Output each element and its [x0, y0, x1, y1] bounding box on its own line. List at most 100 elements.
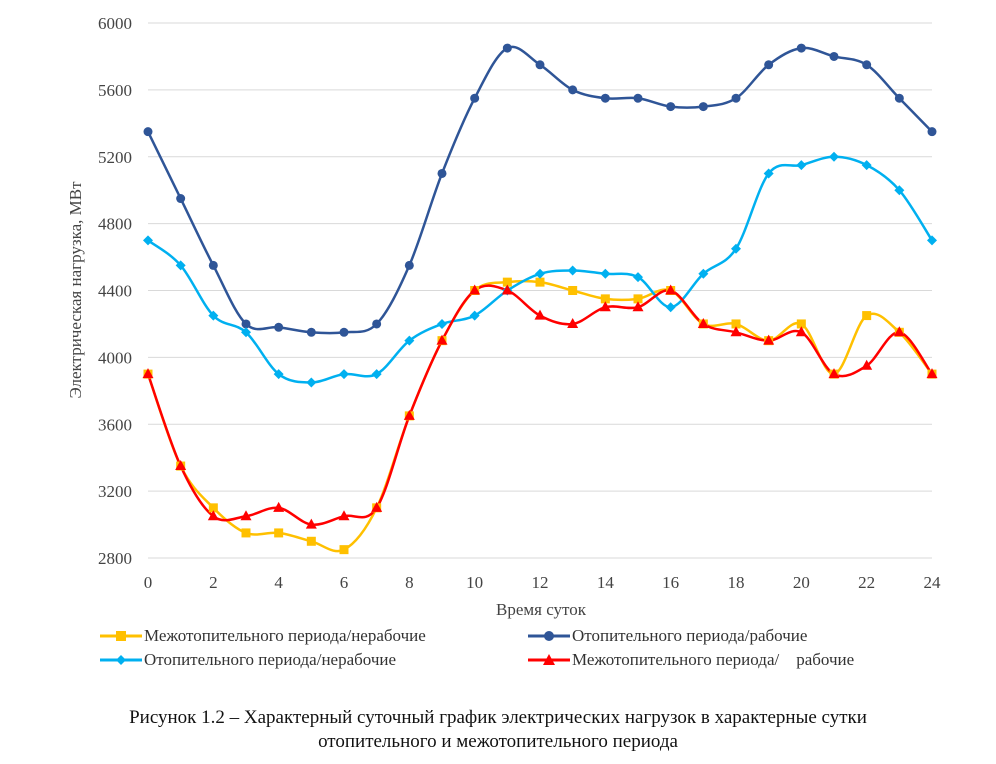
series-2-point-18 — [731, 243, 741, 254]
y-tick-label-7: 5600 — [98, 81, 132, 100]
series-3-point-17 — [697, 317, 709, 328]
x-tick-label-5: 10 — [466, 573, 483, 592]
series-2-point-20 — [796, 160, 807, 171]
legend-swatch-2 — [100, 655, 142, 665]
series-2-point-15 — [633, 272, 643, 283]
series-3-point-0 — [142, 368, 154, 379]
series-3-point-15 — [632, 301, 644, 312]
legend-item-3: Межотопительного периода/ рабочие — [528, 650, 854, 670]
series-1-point-13 — [568, 85, 578, 95]
x-tick-label-6: 12 — [532, 573, 549, 592]
series-2-point-24 — [927, 235, 937, 246]
series-0-point-20 — [796, 319, 806, 329]
series-2-point-2 — [208, 310, 219, 321]
series-2-point-19 — [763, 168, 774, 179]
series-3-point-21 — [828, 368, 840, 379]
caption-line-2: отопительного и межотопительного периода — [318, 731, 678, 752]
y-tick-label-3: 4000 — [98, 348, 132, 367]
series-3-point-23 — [893, 326, 905, 337]
x-tick-label-11: 22 — [858, 573, 875, 592]
series-2-point-12 — [535, 268, 545, 279]
series-1-point-8 — [404, 260, 414, 270]
series-1-point-3 — [241, 319, 251, 329]
x-tick-label-1: 2 — [209, 573, 218, 592]
series-0-point-13 — [568, 286, 578, 295]
series-1-point-23 — [894, 93, 904, 103]
series-2-point-21 — [829, 151, 839, 162]
series-3-point-11 — [501, 284, 513, 295]
series-3-point-13 — [567, 317, 579, 328]
legend-swatch-0 — [100, 631, 142, 641]
legend-label-1: Отопительного периода/рабочие — [572, 626, 808, 645]
y-tick-label-6: 5200 — [98, 148, 132, 167]
series-1-point-7 — [372, 319, 382, 329]
series-0-point-2 — [208, 503, 218, 513]
series-2-point-22 — [861, 160, 872, 171]
series-2-point-9 — [437, 318, 447, 329]
series-1-point-6 — [339, 327, 349, 337]
series-1-point-12 — [535, 60, 545, 70]
x-tick-label-0: 0 — [144, 573, 153, 592]
legend-label-2: Отопительного периода/нерабочие — [144, 650, 397, 669]
grid-lines — [148, 22, 932, 559]
series-1-point-17 — [698, 102, 708, 112]
series-2-point-13 — [567, 265, 578, 276]
x-tick-labels: 0 2 4 6 8 10 12 14 16 18 20 22 24 — [144, 573, 941, 592]
legend-item-1: Отопительного периода/рабочие — [528, 626, 807, 646]
y-axis-title: Электрическая нагрузка, МВт — [66, 181, 85, 399]
figure-caption: Рисунок 1.2 – Характерный суточный графи… — [0, 706, 996, 754]
series-3-point-16 — [665, 284, 677, 295]
series-1-point-2 — [208, 260, 218, 270]
series-2-point-4 — [273, 369, 284, 380]
x-tick-label-9: 18 — [728, 573, 745, 592]
series-1-point-9 — [437, 168, 447, 178]
series-1-point-21 — [829, 51, 839, 61]
x-tick-label-8: 16 — [662, 573, 679, 592]
legend-label-3: Межотопительного периода/ рабочие — [572, 650, 855, 669]
series-1-point-22 — [862, 60, 872, 70]
series-3-point-24 — [926, 368, 938, 379]
series-3-point-1 — [175, 460, 187, 471]
series-3-point-9 — [436, 334, 448, 345]
series-2-point-16 — [665, 302, 676, 313]
x-tick-label-4: 8 — [405, 573, 414, 592]
x-tick-label-12: 24 — [924, 573, 942, 592]
series-markers — [142, 43, 938, 555]
series-0-point-5 — [306, 536, 316, 546]
legend-item-2: Отопительного периода/нерабочие — [100, 650, 396, 670]
series-1-point-18 — [731, 93, 741, 103]
series-0-point-15 — [633, 294, 643, 304]
series-1-point-1 — [176, 194, 186, 204]
series-1-point-16 — [666, 102, 676, 112]
series-2-point-5 — [306, 377, 317, 388]
y-tick-label-5: 4800 — [98, 215, 132, 234]
x-tick-label-2: 4 — [274, 573, 283, 592]
series-3-point-8 — [403, 409, 415, 420]
series-3-point-14 — [599, 301, 611, 312]
series-2-point-14 — [600, 268, 611, 279]
y-tick-label-8: 6000 — [98, 14, 132, 33]
series-0-point-3 — [241, 528, 251, 538]
caption-line-1: Рисунок 1.2 – Характерный суточный графи… — [129, 707, 867, 728]
series-2-point-3 — [241, 327, 251, 338]
series-2-point-0 — [143, 235, 153, 246]
series-3-point-12 — [534, 309, 546, 320]
series-3-point-6 — [338, 510, 350, 521]
legend-swatch-3 — [528, 654, 570, 665]
series-3-point-4 — [273, 501, 285, 512]
series-1-point-14 — [600, 93, 610, 103]
y-tick-label-2: 3600 — [98, 415, 132, 434]
x-tick-label-3: 6 — [340, 573, 349, 592]
legend-swatch-1 — [528, 631, 570, 641]
y-tick-label-1: 3200 — [98, 482, 132, 501]
series-1-point-10 — [470, 93, 480, 103]
x-tick-label-7: 14 — [597, 573, 615, 592]
y-tick-label-4: 4400 — [98, 282, 132, 301]
series-2-point-7 — [371, 369, 382, 380]
legend-label-0: Межотопительного периода/нерабочие — [144, 626, 426, 645]
series-0-point-18 — [731, 319, 741, 329]
series-3-point-19 — [763, 334, 775, 345]
series-2-point-23 — [894, 185, 905, 196]
series-2-point-8 — [404, 335, 415, 346]
